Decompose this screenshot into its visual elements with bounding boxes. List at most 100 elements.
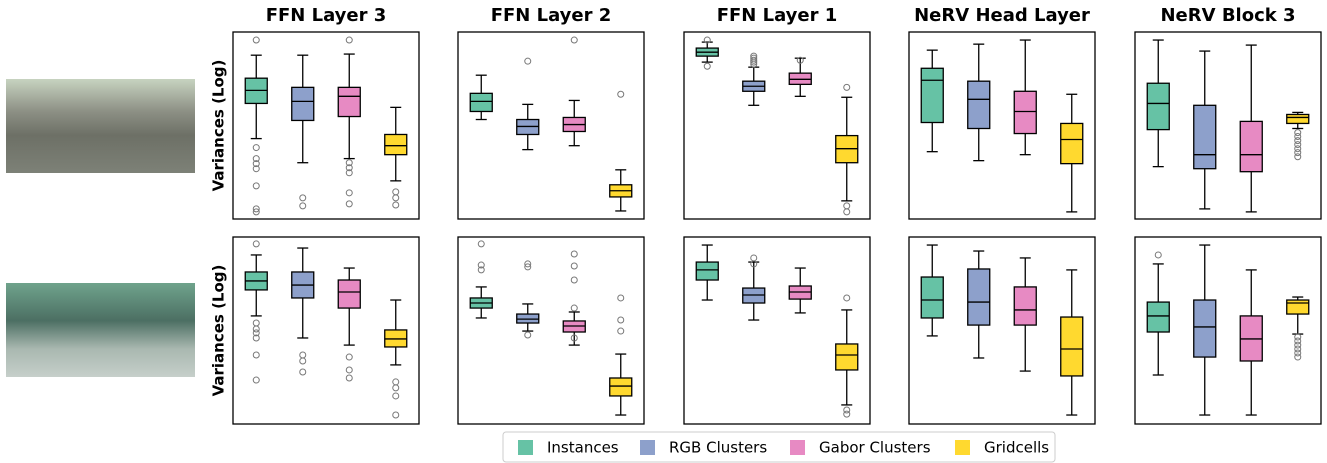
photo <box>6 283 195 377</box>
outlier <box>524 331 532 339</box>
box <box>469 92 493 113</box>
outlier <box>617 316 625 324</box>
box <box>1013 90 1037 135</box>
outlier <box>796 56 804 64</box>
outlier <box>252 182 260 190</box>
outlier <box>843 294 851 302</box>
box <box>1060 122 1084 165</box>
outlier <box>299 368 307 376</box>
outlier <box>299 194 307 202</box>
outlier <box>570 36 578 44</box>
outlier <box>617 294 625 302</box>
outlier <box>345 200 353 208</box>
outlier <box>345 189 353 197</box>
outlier <box>477 261 485 269</box>
outlier <box>617 327 625 335</box>
outlier <box>252 351 260 359</box>
outlier <box>392 392 400 400</box>
box <box>920 276 944 319</box>
box <box>609 377 633 397</box>
outlier <box>843 406 851 414</box>
box <box>967 80 991 130</box>
outlier <box>345 164 353 172</box>
outlier <box>392 384 400 392</box>
outlier <box>252 165 260 173</box>
outlier <box>750 56 758 64</box>
box <box>1060 316 1084 377</box>
outlier <box>703 36 711 44</box>
panel-title: NeRV Head Layer <box>914 5 1090 26</box>
legend-label: Instances <box>547 439 619 457</box>
outlier <box>252 155 260 163</box>
box <box>835 343 859 371</box>
outlier <box>252 240 260 248</box>
outlier <box>1294 337 1302 345</box>
outlier <box>1294 141 1302 149</box>
panels: FFN Layer 3 Variances (Log) FFN Layer 2 FFN… <box>210 5 1322 425</box>
legend: Instances RGB Clusters Gabor Clusters Gridc… <box>502 431 1056 463</box>
outlier <box>524 57 532 65</box>
outlier <box>252 376 260 384</box>
y-axis-label: Variances (Log) <box>210 265 228 397</box>
outlier <box>252 36 260 44</box>
outlier <box>750 58 758 66</box>
outlier <box>1294 137 1302 145</box>
outlier <box>1294 149 1302 157</box>
outlier <box>1294 349 1302 357</box>
box <box>1286 299 1310 315</box>
outlier <box>1294 133 1302 141</box>
box <box>291 86 315 122</box>
outlier <box>570 334 578 342</box>
panel-title: FFN Layer 2 <box>491 5 612 26</box>
plot-frame <box>683 31 871 220</box>
outlier <box>345 353 353 361</box>
plot-frame <box>232 31 420 220</box>
outlier <box>252 144 260 152</box>
box <box>1286 113 1310 125</box>
outlier <box>477 240 485 248</box>
outlier <box>524 263 532 271</box>
box <box>1193 299 1217 358</box>
photo <box>6 79 195 173</box>
box <box>337 86 361 118</box>
box <box>920 67 944 124</box>
outlier <box>252 329 260 337</box>
box <box>384 133 408 156</box>
outlier <box>570 250 578 258</box>
outlier <box>1294 129 1302 137</box>
legend-label: Gabor Clusters <box>819 439 931 457</box>
box <box>1146 82 1170 131</box>
outlier <box>843 410 851 418</box>
outlier <box>392 411 400 419</box>
panel-title: FFN Layer 1 <box>717 5 838 26</box>
outlier <box>392 194 400 202</box>
outlier <box>570 304 578 312</box>
box <box>1013 286 1037 326</box>
outlier <box>1294 353 1302 361</box>
outlier <box>252 325 260 333</box>
box <box>1193 104 1217 170</box>
legend-swatch <box>518 440 533 455</box>
outlier <box>1294 153 1302 161</box>
outlier <box>524 260 532 268</box>
outlier <box>252 160 260 168</box>
outlier <box>345 36 353 44</box>
legend-label: RGB Clusters <box>669 439 767 457</box>
outlier <box>1294 345 1302 353</box>
legend-swatch <box>640 440 655 455</box>
outlier <box>1294 341 1302 349</box>
outlier <box>843 208 851 216</box>
box <box>1146 301 1170 333</box>
outlier <box>1154 251 1162 259</box>
outlier <box>570 262 578 270</box>
outlier <box>477 266 485 274</box>
outlier <box>345 366 353 374</box>
outlier <box>570 276 578 284</box>
outlier <box>843 83 851 91</box>
outlier <box>750 60 758 68</box>
box <box>337 279 361 309</box>
outlier <box>252 205 260 213</box>
legend-swatch <box>790 440 805 455</box>
